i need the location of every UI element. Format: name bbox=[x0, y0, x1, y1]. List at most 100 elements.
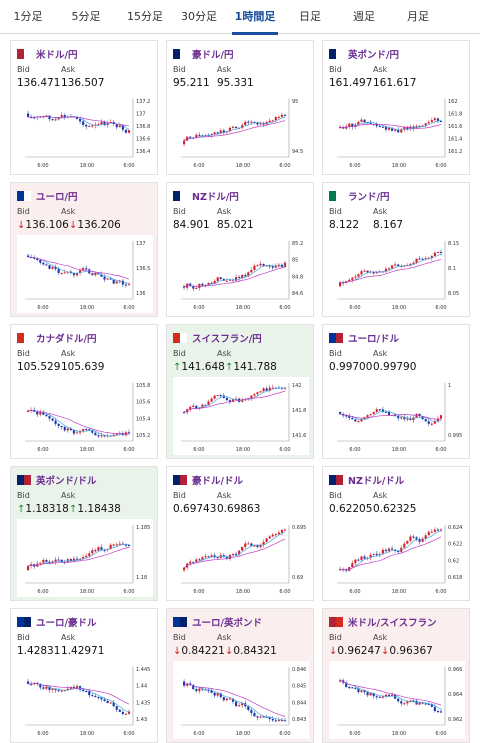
rate-card[interactable]: ランド/円 Bid Ask 8.122 8.167 8.15 8.1 8.05 6:0… bbox=[322, 182, 470, 317]
pair-name[interactable]: ユーロ/英ポンド bbox=[192, 618, 262, 629]
candle-body bbox=[124, 713, 128, 715]
pair-name[interactable]: 米ドル/スイスフラン bbox=[348, 618, 437, 629]
candlestick-chart[interactable]: 142 141.8 141.6 6:00 18:00 6:00 bbox=[173, 377, 309, 455]
candle-body bbox=[387, 127, 391, 130]
rate-card[interactable]: 英ポンド/円 Bid Ask 161.497 161.617 162 161.8 1… bbox=[322, 40, 470, 175]
candle-body bbox=[381, 409, 384, 412]
rate-card[interactable]: NZドル/円 Bid Ask 84.901 85.021 85.2 85 84.8 8… bbox=[166, 182, 314, 317]
rate-card[interactable]: ユーロ/円 Bid Ask ↓136.106 ↓136.206 137 136.5… bbox=[10, 182, 158, 317]
tab-1hour[interactable]: 1時間足 bbox=[230, 0, 280, 35]
tab-15min[interactable]: 15分足 bbox=[127, 10, 163, 23]
flag-icon bbox=[329, 617, 343, 627]
rate-card[interactable]: スイスフラン/円 Bid Ask ↑141.648 ↑141.788 142 14… bbox=[166, 324, 314, 459]
candle-body bbox=[253, 545, 256, 547]
candle-body bbox=[268, 265, 271, 267]
flag-left bbox=[173, 475, 180, 485]
candle-body bbox=[45, 559, 48, 562]
rate-card[interactable]: 米ドル/円 Bid Ask 136.471 136.507 137.2 137 13… bbox=[10, 40, 158, 175]
pair-name[interactable]: ユーロ/ドル bbox=[348, 334, 399, 345]
candle-body bbox=[274, 265, 277, 268]
tab-daily[interactable]: 日足 bbox=[299, 10, 321, 23]
pair-name[interactable]: NZドル/円 bbox=[192, 192, 239, 203]
x-tick-label: 18:00 bbox=[392, 589, 406, 595]
candle-body bbox=[219, 130, 222, 134]
tab-weekly[interactable]: 週足 bbox=[353, 10, 375, 23]
candle-body bbox=[60, 115, 63, 118]
candlestick-chart[interactable]: 162 161.8 161.6 161.4 161.2 6:00 18:00 6:00 bbox=[329, 93, 465, 171]
candle-body bbox=[121, 125, 124, 130]
ma-slow-line bbox=[28, 256, 130, 280]
pair-name[interactable]: 豪ドル/円 bbox=[192, 50, 234, 61]
candlestick-chart[interactable]: 0.695 0.69 6:00 18:00 6:00 bbox=[173, 519, 309, 597]
rate-card[interactable]: 英ポンド/ドル Bid Ask ↑1.18318 ↑1.18438 1.185 1… bbox=[10, 466, 158, 601]
ma-fast-line bbox=[339, 679, 442, 710]
pair-name[interactable]: ランド/円 bbox=[348, 192, 390, 203]
candle-body bbox=[238, 550, 241, 555]
candlestick-chart[interactable]: 137.2 137 136.8 136.6 136.4 6:00 18:00 6:00 bbox=[17, 93, 153, 171]
ask-number: 0.84321 bbox=[233, 645, 277, 657]
candle-body bbox=[391, 694, 394, 697]
rate-card[interactable]: 豪ドル/円 Bid Ask 95.211 95.331 95 94.5 6:00 18… bbox=[166, 40, 314, 175]
card-header: NZドル/ドル bbox=[329, 474, 405, 487]
rate-card[interactable]: 米ドル/スイスフラン Bid Ask ↓0.96247 ↓0.96367 0.9… bbox=[322, 608, 470, 743]
candlestick-chart[interactable]: 0.846 0.845 0.844 0.843 6:00 18:00 6:00 bbox=[173, 661, 309, 739]
pair-name[interactable]: ユーロ/豪ドル bbox=[36, 618, 97, 629]
candlestick-chart[interactable]: 137 136.5 136 6:00 18:00 6:00 bbox=[17, 235, 153, 313]
rate-card[interactable]: NZドル/ドル Bid Ask 0.62205 0.62325 0.624 0.6… bbox=[322, 466, 470, 601]
candle-body bbox=[127, 711, 131, 714]
candle-body bbox=[430, 120, 433, 123]
candlestick-chart[interactable]: 95 94.5 6:00 18:00 6:00 bbox=[173, 93, 309, 171]
rate-card[interactable]: 豪ドル/ドル Bid Ask 0.69743 0.69863 0.695 0.69… bbox=[166, 466, 314, 601]
flag-left bbox=[173, 49, 180, 59]
candle-body bbox=[348, 279, 351, 282]
candle-body bbox=[387, 548, 391, 552]
rate-card[interactable]: ユーロ/英ポンド Bid Ask ↓0.84221 ↓0.84321 0.846… bbox=[166, 608, 314, 743]
pair-name[interactable]: ユーロ/円 bbox=[36, 192, 78, 203]
candlestick-chart[interactable]: 0.624 0.622 0.62 0.618 6:00 18:00 6:00 bbox=[329, 519, 465, 597]
candlestick-chart[interactable]: 85.2 85 84.8 84.6 6:00 18:00 6:00 bbox=[173, 235, 309, 313]
candle-body bbox=[403, 703, 406, 705]
candle-body bbox=[124, 544, 128, 546]
tab-monthly[interactable]: 月足 bbox=[407, 10, 429, 23]
pair-name[interactable]: NZドル/ドル bbox=[348, 476, 405, 487]
candlestick-chart[interactable]: 0.966 0.964 0.962 6:00 18:00 6:00 bbox=[329, 661, 465, 739]
pair-name[interactable]: 英ポンド/円 bbox=[348, 50, 399, 61]
bid-label: Bid bbox=[17, 633, 30, 642]
candle-body bbox=[345, 569, 348, 571]
ask-value: 0.99790 bbox=[373, 361, 416, 373]
rate-card[interactable]: ユーロ/豪ドル Bid Ask 1.42831 1.42971 1.445 1.4… bbox=[10, 608, 158, 743]
candlestick-chart[interactable]: 8.15 8.1 8.05 6:00 18:00 6:00 bbox=[329, 235, 465, 313]
rate-card[interactable]: ユーロ/ドル Bid Ask 0.99700 0.99790 1 0.995 6:0… bbox=[322, 324, 470, 459]
x-tick-label: 18:00 bbox=[236, 731, 250, 737]
candle-body bbox=[345, 415, 348, 417]
candle-body bbox=[430, 255, 433, 258]
candle-body bbox=[439, 121, 443, 123]
pair-name[interactable]: 豪ドル/ドル bbox=[192, 476, 243, 487]
card-header: ユーロ/円 bbox=[17, 190, 78, 203]
candle-body bbox=[88, 691, 91, 696]
candlestick-chart[interactable]: 1 0.995 6:00 18:00 6:00 bbox=[329, 377, 465, 455]
candle-body bbox=[418, 702, 421, 705]
candle-body bbox=[354, 276, 357, 278]
candle-body bbox=[225, 398, 228, 401]
pair-name[interactable]: 英ポンド/ドル bbox=[36, 476, 97, 487]
candle-body bbox=[439, 415, 443, 419]
candle-body bbox=[235, 701, 238, 707]
candlestick-chart[interactable]: 1.185 1.18 6:00 18:00 6:00 bbox=[17, 519, 153, 597]
pair-name[interactable]: スイスフラン/円 bbox=[192, 334, 262, 345]
candle-body bbox=[201, 688, 204, 690]
rate-card[interactable]: カナダドル/円 Bid Ask 105.529 105.639 105.8 105… bbox=[10, 324, 158, 459]
card-header: ユーロ/英ポンド bbox=[173, 616, 262, 629]
candle-body bbox=[406, 701, 409, 704]
candlestick-chart[interactable]: 1.445 1.44 1.435 1.43 6:00 18:00 6:00 bbox=[17, 661, 153, 739]
bid-number: 0.96247 bbox=[337, 645, 381, 657]
tab-5min[interactable]: 5分足 bbox=[71, 10, 101, 23]
pair-name[interactable]: 米ドル/円 bbox=[36, 50, 78, 61]
candle-body bbox=[247, 272, 250, 277]
ask-value: 0.62325 bbox=[373, 503, 416, 515]
candle-body bbox=[60, 425, 63, 427]
tab-1min[interactable]: 1分足 bbox=[13, 10, 43, 23]
pair-name[interactable]: カナダドル/円 bbox=[36, 334, 97, 345]
candlestick-chart[interactable]: 105.8 105.6 105.4 105.2 6:00 18:00 6:00 bbox=[17, 377, 153, 455]
tab-30min[interactable]: 30分足 bbox=[181, 10, 217, 23]
